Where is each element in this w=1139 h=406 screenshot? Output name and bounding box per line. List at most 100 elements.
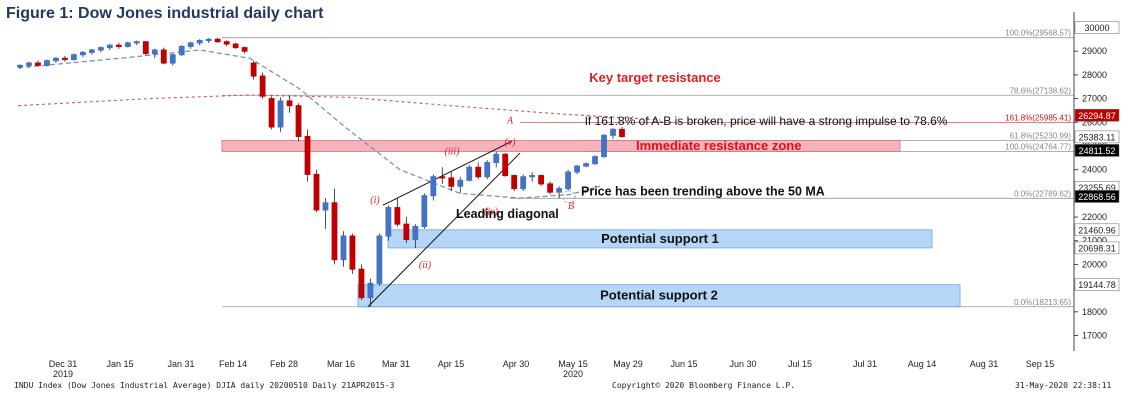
x-tick-label: Jun 30 (729, 359, 756, 369)
ma-200-line (17, 94, 661, 121)
candle-body (331, 202, 338, 261)
x-tick-label: Jul 15 (788, 359, 812, 369)
price-tag-label: 20698.31 (1078, 243, 1116, 253)
y-tick-label: 24000 (1082, 165, 1107, 175)
candle-body (62, 57, 68, 60)
x-tick-label: Jul 31 (853, 359, 877, 369)
y-tick-label: 18000 (1082, 307, 1107, 317)
candle-body (394, 207, 401, 225)
candle-body (241, 47, 248, 52)
candle-body (151, 49, 158, 55)
level-label: 100.0%(24764.77) (1005, 143, 1071, 152)
candle-body (322, 202, 329, 211)
point-a-label: A (506, 115, 514, 126)
candle-body (35, 62, 41, 66)
candlesticks (17, 37, 625, 307)
candle-body (304, 135, 311, 175)
candle-body (53, 57, 59, 62)
price-tag (1074, 278, 1120, 291)
candle-body (295, 105, 302, 137)
candle-body (286, 100, 293, 107)
candle-body (520, 176, 527, 190)
wave-label: (i) (370, 195, 380, 206)
candle-body (178, 45, 185, 56)
candle-body (484, 162, 491, 178)
candle-body (106, 44, 113, 49)
zone-1 (221, 139, 901, 153)
footer-source: INDU Index (Dow Jones Industrial Average… (14, 381, 395, 390)
y-tick-label: 29000 (1082, 46, 1107, 56)
candle-body (358, 268, 365, 299)
level-label: 78.6%(27138.62) (1010, 86, 1072, 95)
footer-timestamp: 31-May-2020 22:38:11 (1015, 381, 1112, 390)
candle-body (601, 134, 607, 158)
key-target-label: Key target resistance (589, 70, 721, 85)
candle-body (493, 153, 500, 164)
candle-body (160, 49, 167, 64)
candle-body (79, 51, 86, 56)
x-tick-label: Mar 31 (382, 359, 410, 369)
x-tick-label: Aug 31 (970, 359, 999, 369)
candle-body (17, 64, 23, 68)
price-tag-label: 24811.52 (1079, 146, 1116, 156)
price-zones: Immediate resistance zone Potential suppo… (221, 138, 961, 308)
candle-body (71, 54, 77, 60)
candle-body (44, 60, 50, 66)
zone-label: Potential support 1 (601, 231, 719, 246)
candle-body (124, 42, 131, 47)
leading-diagonal-label: Leading diagonal (456, 207, 559, 221)
footer-copyright: Copyright© 2020 Bloomberg Finance L.P. (612, 381, 796, 390)
wave-label: (v) (504, 137, 516, 148)
y-tick-label: 27000 (1082, 94, 1107, 104)
wave-label: (iii) (445, 146, 461, 157)
x-axis: Dec 31 Jan 15 Jan 31 Feb 14 Feb 28 Mar 16 Mar … (49, 359, 1055, 379)
candle-body (205, 38, 212, 42)
y-tick-label: 26000 (1082, 117, 1107, 127)
price-tag (1074, 130, 1120, 144)
price-tag (1074, 144, 1120, 157)
y-axis: 1700018000190002000021000220002300024000… (1073, 12, 1120, 351)
trend-note: Price has been trending above the 50 MA (581, 185, 825, 199)
annotations: Key target resistance If 161.8% of A-B is… (370, 70, 947, 271)
price-tag-label: 21460.96 (1078, 225, 1116, 235)
candle-body (196, 40, 203, 44)
x-year-label: 2020 (563, 369, 583, 379)
candle-body (268, 98, 275, 128)
candle-body (439, 176, 446, 179)
y-tick-label: 20000 (1082, 259, 1107, 269)
candle-body (556, 188, 563, 193)
x-tick-label: Dec 31 (49, 359, 78, 369)
candle-body (340, 235, 347, 261)
point-b-label: B (568, 201, 574, 212)
candle-body (115, 44, 122, 47)
candle-body (259, 75, 266, 97)
level-label: 61.8%(25230.99) (1010, 131, 1072, 140)
price-tag (1074, 241, 1120, 255)
candle-body (583, 163, 589, 167)
candle-body (232, 43, 239, 49)
price-tag-label: 22868.56 (1078, 192, 1116, 202)
candle-body (457, 179, 464, 187)
price-tag (1074, 190, 1120, 203)
candle-body (502, 153, 509, 177)
b-point-marker (562, 190, 576, 204)
x-tick-label: Mar 16 (327, 359, 355, 369)
price-tag-label: 30000 (1084, 23, 1109, 33)
x-year-label: 2019 (53, 369, 73, 379)
x-tick-label: Feb 14 (219, 359, 247, 369)
candle-body (565, 171, 571, 190)
x-tick-label: Apr 15 (438, 359, 465, 369)
zone-label: Potential support 2 (600, 288, 718, 303)
level-label: 0.0%(22789.62) (1014, 189, 1071, 198)
x-tick-label: Sep 15 (1026, 359, 1055, 369)
candle-body (169, 54, 176, 64)
level-label: 0.0%(18213.65) (1014, 298, 1071, 307)
x-tick-label: Apr 30 (503, 359, 530, 369)
zone-label: Immediate resistance zone (636, 138, 801, 153)
price-tag-label: 26294.87 (1078, 111, 1116, 121)
x-tick-label: Jun 15 (670, 359, 697, 369)
zone-3 (357, 284, 961, 308)
diagonal-lower (367, 152, 521, 308)
ma-50-line (17, 49, 601, 199)
